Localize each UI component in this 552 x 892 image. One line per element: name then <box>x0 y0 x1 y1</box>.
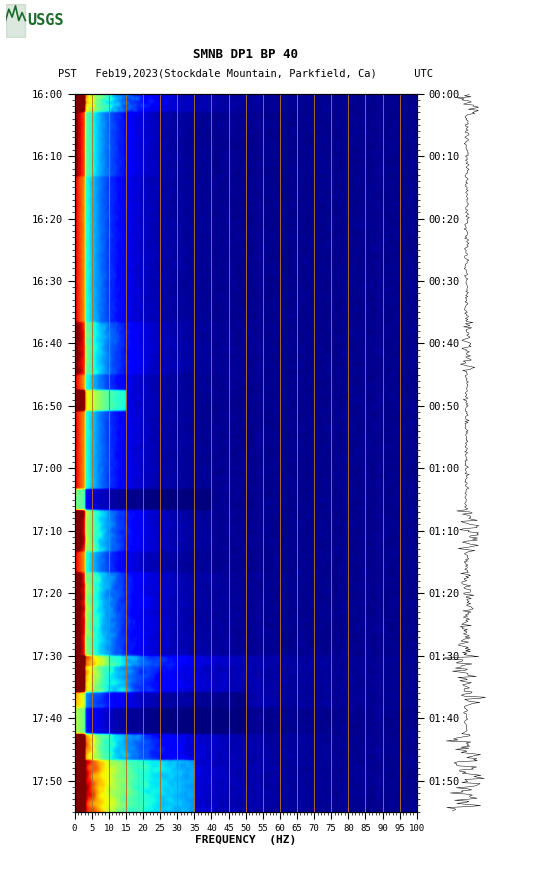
Text: USGS: USGS <box>28 13 64 28</box>
Text: PST   Feb19,2023(Stockdale Mountain, Parkfield, Ca)      UTC: PST Feb19,2023(Stockdale Mountain, Parkf… <box>58 69 433 78</box>
Text: SMNB DP1 BP 40: SMNB DP1 BP 40 <box>193 47 298 61</box>
X-axis label: FREQUENCY  (HZ): FREQUENCY (HZ) <box>195 835 296 846</box>
